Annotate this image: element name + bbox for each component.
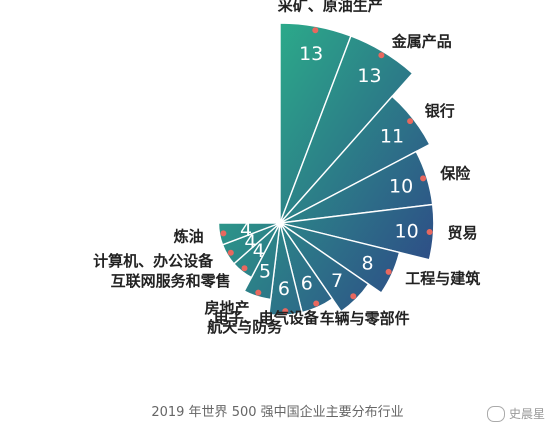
segment-12-label: 计算机、办公设备: [93, 252, 214, 270]
segment-1-value: 13: [299, 43, 323, 65]
segment-1-label: 采矿、原油生产: [277, 0, 383, 15]
segment-1-dot: [312, 27, 319, 34]
segment-9-label: 航天与防务: [207, 318, 283, 336]
segment-5-wedge: [279, 203, 435, 261]
segment-10-value: 5: [259, 261, 271, 283]
segment-13-wedge: [217, 222, 281, 246]
chart-segments: [217, 22, 435, 316]
segment-12-dot: [227, 249, 234, 256]
chart-dots: [220, 27, 433, 315]
segment-9-wedge: [268, 222, 303, 316]
chart-labels: 13 采矿、原油生产 13 金属产品 11 银行 10 保险 10 贸易 8 工程与建筑 7 车辆与零部件…: [93, 0, 480, 336]
segment-10-dot: [255, 289, 262, 296]
segment-6-value: 8: [362, 252, 374, 274]
segment-6-label: 工程与建筑: [405, 269, 480, 287]
segment-11-dot: [241, 265, 248, 272]
watermark: 史晨星: [486, 405, 545, 422]
segment-4-dot: [420, 175, 427, 182]
segment-9-dot: [282, 308, 289, 315]
segment-12-value: 4: [244, 231, 256, 253]
segment-5-label: 贸易: [448, 224, 478, 242]
segment-7-dot: [350, 293, 357, 300]
segment-2-value: 13: [357, 65, 381, 87]
watermark-text: 史晨星: [508, 407, 545, 421]
segment-3-value: 11: [380, 125, 404, 147]
segment-7-value: 7: [331, 270, 343, 292]
wechat-icon: [486, 405, 505, 422]
segment-2-label: 金属产品: [391, 33, 452, 51]
segment-2-wedge: [279, 35, 414, 224]
segment-7-wedge: [279, 222, 370, 313]
segment-4-value: 10: [389, 175, 413, 197]
segment-8-label: 电子、电气设备: [214, 309, 320, 327]
segment-4-label: 保险: [439, 165, 471, 183]
segment-8-dot: [313, 300, 320, 307]
chart-caption: 2019 年世界 500 强中国企业主要分布行业: [151, 405, 404, 420]
segment-10-label: 房地产: [204, 299, 249, 317]
segment-3-dot: [407, 118, 414, 125]
segment-3-wedge: [279, 95, 431, 224]
segment-11-value: 4: [253, 240, 265, 262]
segment-6-wedge: [279, 222, 401, 294]
segment-11-label: 互联网服务和零售: [111, 272, 231, 290]
segment-2-dot: [378, 52, 385, 59]
segment-5-value: 10: [395, 221, 419, 243]
segment-3-label: 银行: [425, 102, 455, 120]
segment-7-label: 车辆与零部件: [320, 310, 410, 328]
segment-6-dot: [385, 268, 392, 275]
segment-13-label: 炼油: [174, 227, 204, 245]
segment-13-dot: [220, 230, 227, 237]
segment-9-value: 6: [278, 278, 290, 300]
segment-10-wedge: [243, 222, 281, 301]
segment-8-value: 6: [301, 273, 313, 295]
segment-13-value: 4: [240, 219, 252, 241]
segment-5-dot: [426, 229, 433, 235]
